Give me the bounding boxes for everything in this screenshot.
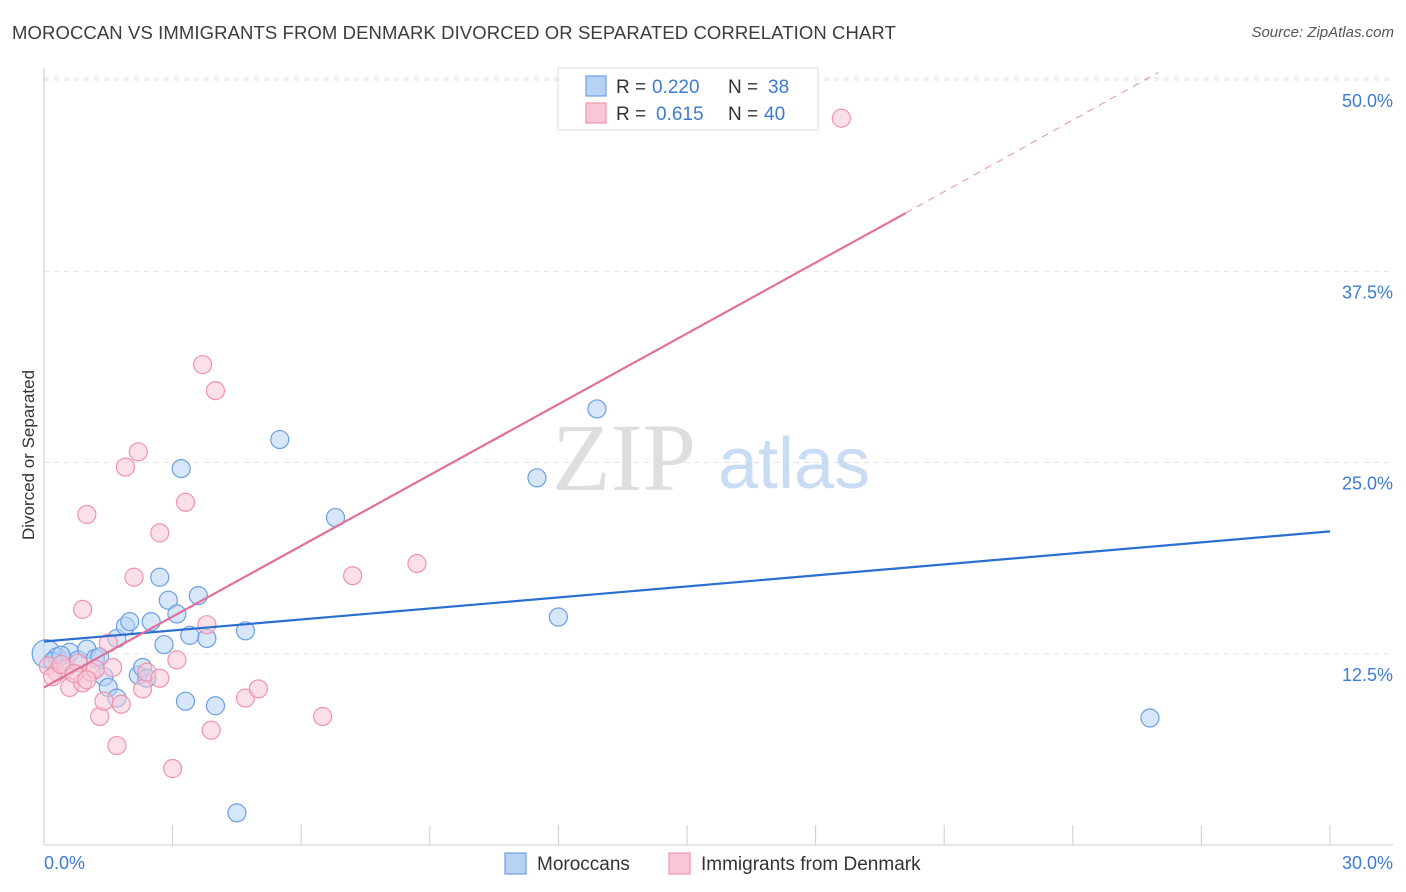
source-label: Source: ZipAtlas.com [1251, 24, 1394, 41]
denmark-trend-extension [905, 71, 1159, 214]
moroccans-point [120, 612, 140, 632]
denmark-point [313, 706, 333, 727]
x-tick-label-min: 0.0% [44, 853, 85, 873]
moroccans-point [270, 429, 290, 450]
x-tick-label-max: 30.0% [1342, 853, 1393, 873]
watermark-zip: ZIP [552, 404, 696, 511]
legend-r-value-denmark: 0.615 [656, 104, 704, 125]
y-tick-label: 50.0% [1342, 91, 1393, 111]
y-tick-label: 12.5% [1342, 665, 1393, 685]
denmark-point [115, 457, 136, 477]
denmark-point [124, 567, 144, 587]
y-tick-label: 25.0% [1342, 474, 1393, 494]
denmark-point [77, 670, 97, 690]
denmark-point [343, 566, 363, 586]
legend-r-label-denmark: R = [616, 104, 646, 125]
legend-swatch-denmark [585, 102, 607, 124]
axes-layer: 12.5% 25.0% 37.5% 50.0% [43, 68, 1393, 846]
moroccans-point [150, 567, 170, 587]
moroccans-point [1140, 708, 1160, 728]
moroccans-point [587, 399, 607, 419]
denmark-trend-line [43, 212, 907, 689]
moroccans-trend-line [43, 530, 1331, 643]
denmark-point [197, 615, 217, 635]
legend-swatch-moroccans [585, 75, 607, 97]
bottom-legend-swatch-moroccans [504, 852, 527, 875]
denmark-point [111, 694, 131, 714]
denmark-point [128, 442, 148, 462]
denmark-point [248, 679, 268, 699]
top-legend: R = 0.220 N = 38 R = 0.615 N = 40 [557, 67, 819, 131]
denmark-point [831, 108, 851, 128]
legend-n-label-denmark: N = [728, 104, 758, 125]
watermark-atlas: atlas [718, 424, 870, 504]
denmark-point [175, 492, 196, 512]
grid-layer [44, 77, 1393, 655]
denmark-point [150, 668, 170, 688]
bottom-legend-swatch-denmark [668, 852, 691, 875]
chart-title: MOROCCAN VS IMMIGRANTS FROM DENMARK DIVO… [12, 22, 896, 43]
moroccans-point [154, 634, 174, 655]
denmark-point [163, 758, 183, 779]
denmark-point [102, 657, 123, 678]
moroccans-point [527, 468, 547, 488]
bottom-legend-label-moroccans: Moroccans [537, 854, 630, 875]
legend-n-value-moroccans: 38 [768, 77, 789, 98]
watermark: ZIP atlas [552, 404, 870, 511]
moroccans-point [548, 607, 569, 627]
moroccans-point [227, 803, 247, 823]
bottom-legend: Moroccans Immigrants from Denmark [504, 852, 921, 875]
y-tick-label: 37.5% [1342, 282, 1393, 302]
legend-n-value-denmark: 40 [764, 104, 785, 125]
denmark-point [150, 523, 170, 543]
denmark-point [407, 553, 427, 574]
denmark-point [107, 735, 127, 756]
moroccans-point [158, 590, 178, 610]
y-axis-title: Divorced or Separated [19, 370, 38, 540]
denmark-point [167, 650, 187, 670]
denmark-point [77, 504, 97, 525]
denmark-point [94, 691, 114, 711]
points-layer [31, 108, 1160, 823]
moroccans-point [205, 696, 226, 716]
trend-layer [43, 71, 1331, 689]
legend-n-label-moroccans: N = [728, 77, 758, 98]
denmark-point [201, 720, 221, 740]
legend-r-value-moroccans: 0.220 [652, 77, 700, 98]
denmark-point [193, 354, 213, 375]
denmark-point [205, 380, 226, 401]
moroccans-point [171, 459, 191, 479]
denmark-point [132, 679, 153, 699]
bottom-legend-label-denmark: Immigrants from Denmark [701, 854, 921, 875]
moroccans-point [235, 621, 256, 641]
moroccans-point [175, 691, 196, 711]
denmark-point [72, 599, 93, 619]
legend-r-label-moroccans: R = [616, 77, 646, 98]
